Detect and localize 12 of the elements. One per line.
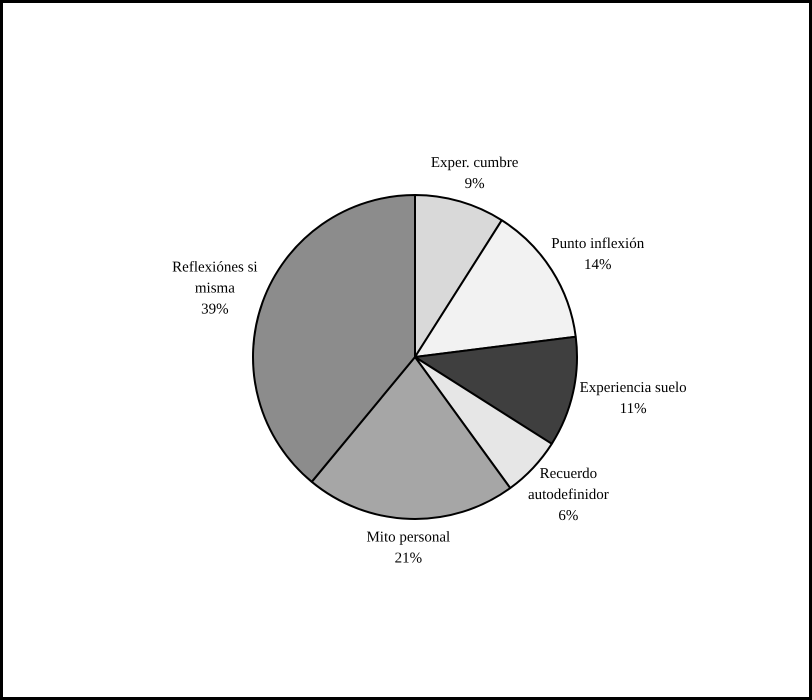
slice-label: Exper. cumbre [430, 155, 519, 172]
slice-label: Punto inflexión [551, 236, 645, 252]
slice-label: Recuerdo autodefinidor [528, 466, 609, 503]
data-label: 9% [464, 176, 485, 192]
slice-label: Reflexiónes si misma [172, 260, 258, 297]
data-label: 11% [620, 401, 647, 418]
slice-label: Experiencia suelo [580, 380, 687, 396]
slice-label: Mito personal [366, 529, 450, 546]
data-label: 39% [201, 302, 229, 318]
data-label: 6% [558, 508, 578, 524]
data-label: 21% [394, 550, 422, 566]
data-label: 14% [584, 257, 612, 274]
